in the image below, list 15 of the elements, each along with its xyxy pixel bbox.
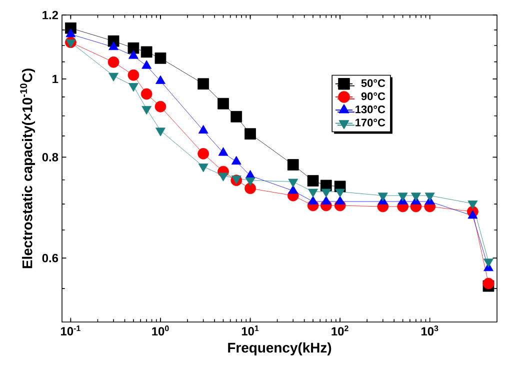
y-tick-label: 1.2: [42, 10, 58, 20]
legend-label: 90°C: [361, 92, 386, 100]
y-tick-label: 0.6: [42, 254, 58, 262]
y-axis-title: Electrostatic capacity(×10$^{-10}$C): [20, 68, 36, 268]
y-tick-label: 0.8: [42, 152, 58, 162]
x-tick-label: 10$^{3}$: [421, 326, 438, 336]
x-tick-label: 10$^{0}$: [152, 326, 169, 336]
legend-label: 50°C: [361, 79, 386, 88]
x-tick-label: 10$^{2}$: [332, 326, 348, 336]
legend-label: 170°C: [356, 118, 386, 126]
y-tick-label: 1: [52, 74, 58, 84]
x-tick-label: 10$^{1}$: [242, 326, 259, 336]
x-tick-label: 10$^{-1}$: [61, 326, 80, 336]
legend-label: 130°C: [356, 106, 386, 114]
x-axis-title: Frequency(kHz): [228, 342, 332, 356]
